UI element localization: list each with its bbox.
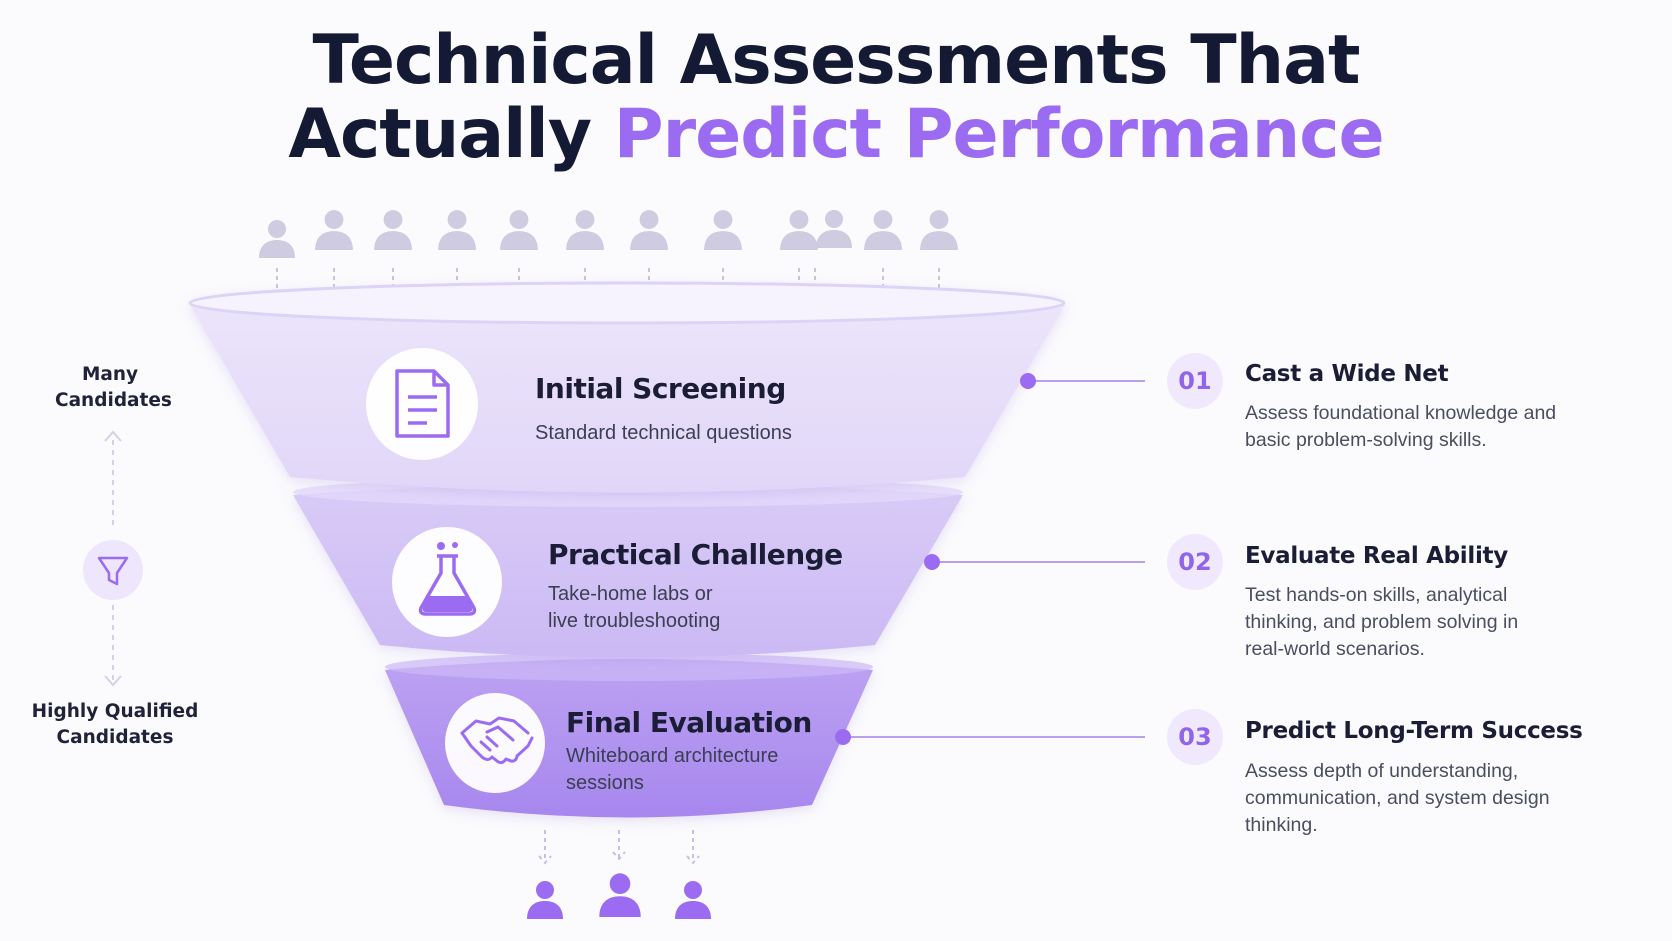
filter-icon [97,556,129,586]
person-icon [816,210,852,248]
step-3-title: Predict Long-Term Success [1245,718,1583,744]
title-accent-text: Predict Performance [613,95,1385,174]
person-icon [500,210,538,250]
page-title: Technical Assessments That Actually Pred… [0,24,1672,172]
step-2-number-badge: 02 [1167,534,1223,590]
person-icon [527,881,563,919]
document-icon [395,369,450,438]
step-3-description: Assess depth of understanding, communica… [1245,760,1550,836]
highly-qualified-text: Highly Qualified Candidates [31,701,199,748]
person-icon [438,210,476,250]
title-line-1: Technical Assessments That [312,21,1361,100]
person-icon [864,210,902,250]
flask-icon [418,542,477,616]
person-icon [630,210,668,250]
person-icon [374,210,412,250]
stage-2-title: Practical Challenge [548,538,843,571]
step-1-description: Assess foundational knowledge and basic … [1245,402,1557,451]
stage-3-description: Whiteboard architecture sessions [566,745,779,794]
step-2-title: Evaluate Real Ability [1245,543,1508,569]
person-icon [920,210,958,250]
step-1-title: Cast a Wide Net [1245,361,1449,387]
filter-icon-circle [83,540,143,600]
outgoing-arrows [538,830,700,865]
stage-2-icon-circle [392,527,502,637]
stage-1-title: Initial Screening [535,372,786,405]
stage-1-description: Standard technical questions [535,422,792,444]
person-icon [704,210,742,250]
stage-1-icon-circle [366,348,478,460]
handshake-icon [460,716,534,765]
title-dark-word: Actually [288,95,592,174]
connector-dots [835,373,1036,745]
many-candidates-label: Many Candidates [10,362,210,414]
person-icon [259,220,295,258]
connector-lines [843,380,1145,738]
highly-qualified-label: Highly Qualified Candidates [15,699,215,751]
title-line-2: Actually Predict Performance [0,98,1672,172]
person-icon [315,210,353,250]
person-icon [566,210,604,250]
person-icon [675,881,711,919]
stage-3-icon-circle [445,693,545,793]
person-icon [780,210,818,250]
person-icon [599,873,641,917]
stage-3-title: Final Evaluation [566,706,812,739]
step-1-number-badge: 01 [1167,353,1223,409]
step-3-number-badge: 03 [1167,709,1223,765]
side-indicator [104,430,122,687]
incoming-candidates [259,210,958,258]
stage-2-description: Take-home labs or live troubleshooting [548,583,721,632]
outgoing-candidates [527,873,711,919]
many-candidates-text: Many Candidates [55,364,172,411]
step-2-description: Test hands-on skills, analytical thinkin… [1245,584,1519,660]
